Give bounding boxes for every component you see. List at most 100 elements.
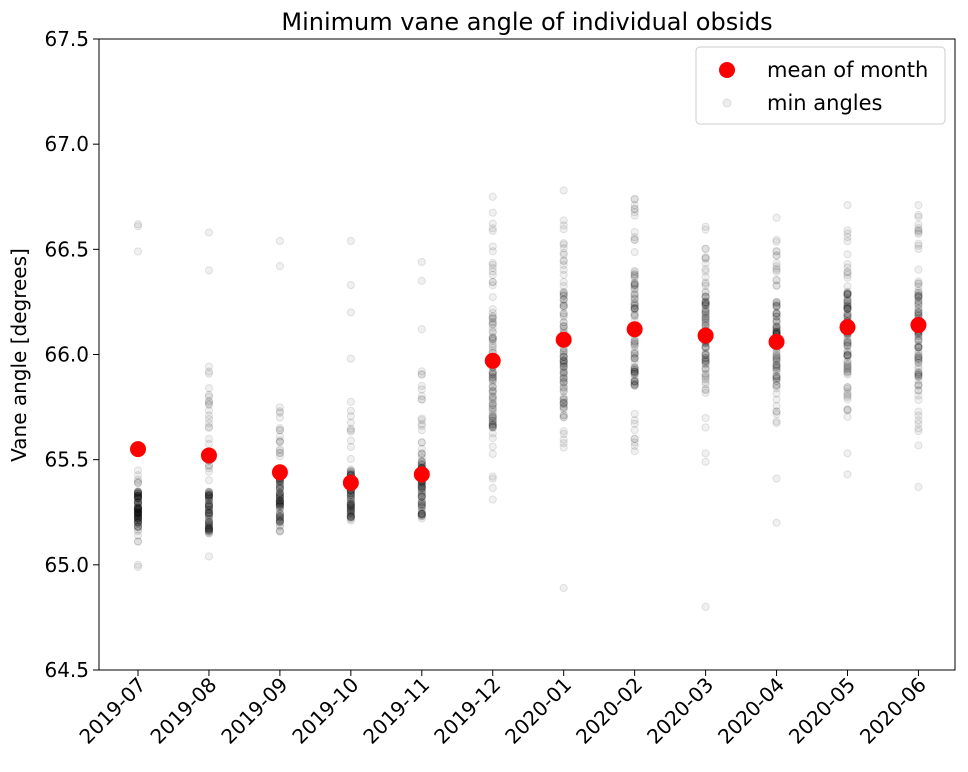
min-angle-point xyxy=(417,395,426,404)
min-angle-point xyxy=(133,491,143,500)
min-angle-point xyxy=(914,419,923,428)
min-angle-point xyxy=(133,511,143,521)
min-angle-point xyxy=(488,429,497,438)
min-angle-point xyxy=(559,355,568,364)
min-angle-point xyxy=(701,293,710,302)
min-angle-point xyxy=(843,351,852,360)
min-angle-point xyxy=(843,270,852,280)
min-angle-point xyxy=(772,262,781,271)
min-angle-point xyxy=(204,494,214,503)
min-angle-point xyxy=(559,373,568,382)
min-angle-point xyxy=(133,494,143,503)
min-angle-point xyxy=(772,301,781,310)
min-angle-point xyxy=(772,308,781,317)
min-angle-point xyxy=(772,352,781,361)
min-angle-point xyxy=(914,279,923,288)
min-angle-point xyxy=(275,527,284,536)
min-angle-point xyxy=(346,412,355,421)
min-angle-point xyxy=(914,368,923,377)
min-angle-point xyxy=(133,526,143,536)
min-angle-point xyxy=(701,357,710,366)
min-angle-point xyxy=(914,364,923,373)
min-angle-point xyxy=(914,416,923,425)
min-angle-point xyxy=(488,314,497,323)
min-angles-column xyxy=(204,228,214,561)
min-angle-point xyxy=(843,370,852,379)
min-angle-point xyxy=(488,323,497,333)
min-angle-point xyxy=(772,317,781,326)
min-angle-point xyxy=(630,298,639,308)
min-angle-point xyxy=(133,505,143,514)
min-angle-point xyxy=(133,519,143,529)
min-angle-point xyxy=(630,280,639,290)
min-angle-point xyxy=(701,310,710,320)
min-angle-point xyxy=(417,457,426,466)
min-angle-point xyxy=(204,518,214,527)
min-angle-point xyxy=(204,520,214,530)
x-tick-label: 2019-07 xyxy=(74,673,150,749)
min-angle-point xyxy=(701,272,710,281)
min-angle-point xyxy=(701,423,710,432)
min-angle-point xyxy=(204,502,214,512)
min-angle-point xyxy=(772,315,781,325)
min-angle-point xyxy=(133,478,143,487)
min-angle-point xyxy=(701,301,710,310)
min-angle-point xyxy=(914,351,923,361)
min-angle-point xyxy=(914,352,923,361)
min-angle-point xyxy=(843,362,852,371)
min-angle-point xyxy=(417,483,426,493)
min-angle-point xyxy=(346,493,355,502)
min-angle-point xyxy=(133,523,143,532)
min-angle-point xyxy=(346,497,355,507)
min-angle-point xyxy=(701,281,710,290)
min-angle-point xyxy=(346,511,355,520)
min-angle-point xyxy=(701,297,710,306)
min-angle-point xyxy=(843,290,852,299)
x-tick-label: 2020-06 xyxy=(855,673,931,749)
min-angle-point xyxy=(133,515,143,524)
min-angle-point xyxy=(204,509,214,518)
min-angle-point xyxy=(133,490,143,499)
min-angle-point xyxy=(843,287,852,296)
x-tick-label: 2020-04 xyxy=(713,673,789,749)
min-angle-point xyxy=(701,380,710,389)
min-angle-point xyxy=(275,488,284,498)
min-angle-point xyxy=(914,301,923,310)
min-angle-point xyxy=(559,301,568,310)
min-angle-point xyxy=(275,426,284,435)
min-angle-point xyxy=(488,442,497,451)
min-angle-point xyxy=(630,235,639,245)
min-angle-point xyxy=(559,413,568,422)
min-angle-point xyxy=(843,311,852,320)
min-angle-point xyxy=(488,334,497,343)
min-angle-point xyxy=(843,365,852,375)
min-angle-point xyxy=(630,342,639,351)
min-angle-point xyxy=(275,413,284,422)
min-angle-point xyxy=(701,313,710,323)
min-angle-point xyxy=(701,353,710,362)
min-angle-point xyxy=(133,507,143,516)
min-angle-point xyxy=(204,519,214,528)
min-angle-point xyxy=(559,310,568,320)
min-angle-point xyxy=(275,509,284,518)
min-angle-point xyxy=(772,247,781,256)
min-angle-point xyxy=(630,247,639,257)
min-angle-point xyxy=(701,369,710,378)
min-angle-point xyxy=(133,509,143,518)
min-angle-point xyxy=(559,282,568,291)
min-angle-point xyxy=(914,372,923,381)
min-angle-point xyxy=(630,438,639,447)
min-angle-point xyxy=(488,376,497,385)
min-angle-point xyxy=(630,363,639,373)
min-angle-point xyxy=(204,514,214,523)
min-angle-point xyxy=(133,509,143,518)
min-angle-point xyxy=(204,362,214,371)
min-angle-point xyxy=(772,377,781,386)
min-angle-point xyxy=(488,377,497,387)
min-angle-point xyxy=(133,537,143,546)
min-angle-point xyxy=(630,195,639,204)
min-angle-point xyxy=(488,411,497,420)
min-angle-point xyxy=(843,304,852,313)
min-angle-point xyxy=(275,502,284,511)
min-angle-point xyxy=(204,228,214,237)
